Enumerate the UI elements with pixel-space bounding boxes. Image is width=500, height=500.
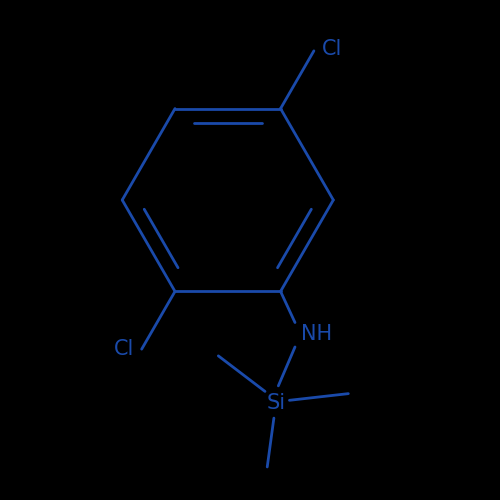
Text: Cl: Cl <box>114 339 134 359</box>
Text: NH: NH <box>300 324 332 344</box>
Text: Si: Si <box>266 392 285 412</box>
Text: Cl: Cl <box>322 38 342 58</box>
